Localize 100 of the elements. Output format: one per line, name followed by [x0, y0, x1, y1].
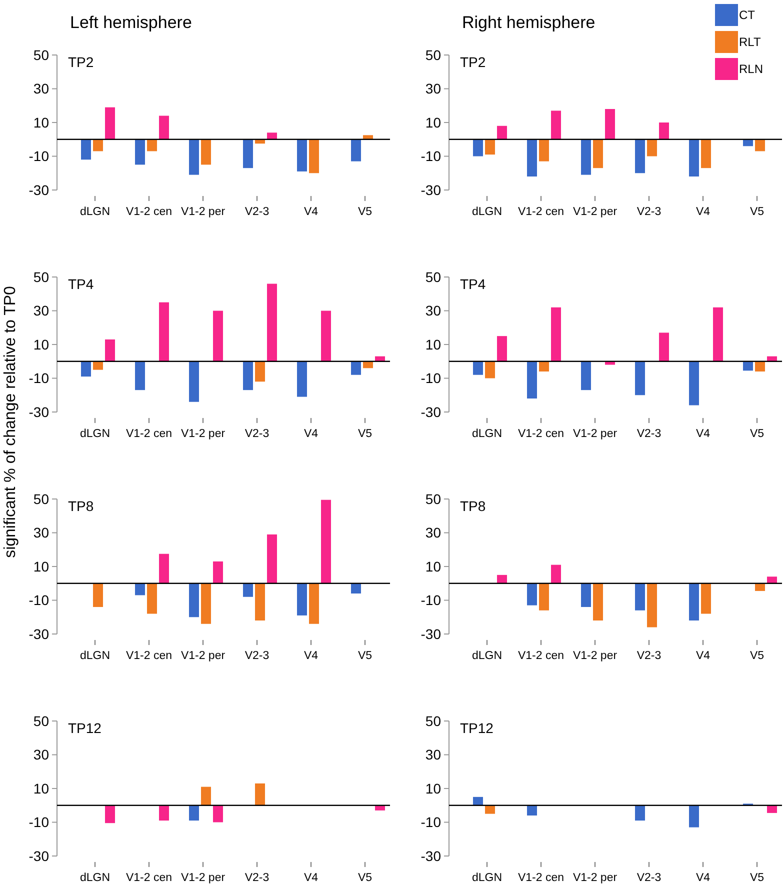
x-tick-label: V2-3 — [244, 428, 270, 440]
y-tick-label: -10 — [420, 814, 442, 830]
y-tick-label: 10 — [425, 336, 442, 352]
x-tick-label: V1-2 per — [572, 206, 618, 218]
bar — [473, 139, 483, 156]
bar — [755, 361, 765, 372]
bar — [189, 805, 199, 821]
bar — [527, 805, 537, 816]
x-tick-label: V1-2 cen — [126, 428, 172, 440]
bar — [135, 583, 145, 596]
y-tick-label: 30 — [33, 302, 50, 319]
y-tick-label: 30 — [425, 80, 442, 97]
y-tick-label: 50 — [425, 712, 442, 729]
x-tick-label: V1-2 per — [180, 206, 226, 218]
x-tick-label: V5 — [358, 872, 372, 884]
chart-title: TP8 — [68, 498, 94, 514]
bar — [701, 583, 711, 614]
y-tick-label: 30 — [33, 524, 50, 541]
y-tick-label: 10 — [425, 558, 442, 574]
chart-subtitle: Right hemisphere — [462, 13, 596, 32]
bar — [93, 583, 103, 607]
bar — [689, 361, 699, 406]
legend-label: RLT — [739, 35, 762, 50]
bar — [551, 307, 561, 362]
bar — [321, 500, 331, 584]
y-tick-label: 50 — [425, 490, 442, 507]
y-tick-label: 50 — [33, 268, 50, 285]
bar — [135, 139, 145, 165]
y-tick-label: -10 — [420, 148, 442, 164]
bar — [497, 336, 507, 362]
y-tick-label: 30 — [425, 746, 442, 763]
bar — [321, 310, 331, 362]
bar — [297, 361, 307, 397]
bar — [635, 139, 645, 174]
bar — [93, 361, 103, 370]
bar — [243, 583, 253, 597]
x-tick-label: dLGN — [80, 206, 110, 218]
bar — [201, 139, 211, 165]
bar — [201, 583, 211, 624]
bar — [581, 583, 591, 607]
bar — [159, 116, 169, 140]
x-tick-label: V2-3 — [244, 206, 270, 218]
bar — [267, 284, 277, 362]
bar — [539, 361, 549, 372]
y-tick-label: 10 — [33, 780, 50, 796]
x-tick-label: V5 — [750, 650, 764, 662]
y-tick-label: -10 — [28, 592, 50, 608]
chart-title: TP8 — [460, 498, 486, 514]
bar — [255, 583, 265, 620]
x-tick-label: V1-2 cen — [518, 650, 564, 662]
x-tick-label: V5 — [358, 206, 372, 218]
x-tick-label: V1-2 per — [180, 872, 226, 884]
bar — [713, 307, 723, 362]
bar — [189, 139, 199, 175]
bar — [297, 139, 307, 172]
x-tick-label: V1-2 cen — [126, 206, 172, 218]
x-tick-label: dLGN — [472, 650, 502, 662]
y-tick-label: -30 — [420, 848, 442, 864]
x-tick-label: V1-2 cen — [126, 650, 172, 662]
y-tick-label: 50 — [33, 712, 50, 729]
bar — [497, 574, 507, 584]
y-tick-label: 50 — [33, 490, 50, 507]
x-tick-label: V4 — [696, 872, 711, 884]
chart-title: TP4 — [460, 276, 486, 292]
x-tick-label: V4 — [696, 650, 711, 662]
bar — [297, 583, 307, 616]
bar — [243, 139, 253, 168]
bar — [593, 583, 603, 620]
bar — [267, 534, 277, 584]
x-tick-label: V2-3 — [636, 206, 662, 218]
x-tick-label: dLGN — [472, 206, 502, 218]
x-tick-label: V1-2 per — [572, 650, 618, 662]
x-tick-label: V2-3 — [636, 428, 662, 440]
bar — [147, 583, 157, 614]
y-tick-label: -10 — [28, 148, 50, 164]
x-tick-label: dLGN — [80, 650, 110, 662]
bar — [497, 126, 507, 140]
x-tick-label: V4 — [696, 206, 711, 218]
bar — [659, 122, 669, 140]
chart-title: TP12 — [68, 720, 102, 736]
bar — [659, 332, 669, 362]
bar — [309, 583, 319, 624]
bar — [767, 576, 777, 584]
x-tick-label: V1-2 per — [180, 428, 226, 440]
x-tick-label: V4 — [304, 206, 319, 218]
bar — [539, 583, 549, 610]
bar — [351, 139, 361, 162]
x-tick-label: V5 — [750, 428, 764, 440]
x-tick-label: dLGN — [472, 428, 502, 440]
bar — [635, 361, 645, 396]
bar — [743, 361, 753, 371]
chart-subtitle: Left hemisphere — [70, 13, 192, 32]
bar — [647, 139, 657, 156]
x-tick-label: V1-2 cen — [126, 872, 172, 884]
bar — [485, 805, 495, 814]
y-tick-label: -30 — [28, 626, 50, 642]
y-tick-label: -30 — [420, 404, 442, 420]
bar — [473, 361, 483, 375]
y-tick-label: 30 — [425, 524, 442, 541]
bar — [105, 339, 115, 362]
